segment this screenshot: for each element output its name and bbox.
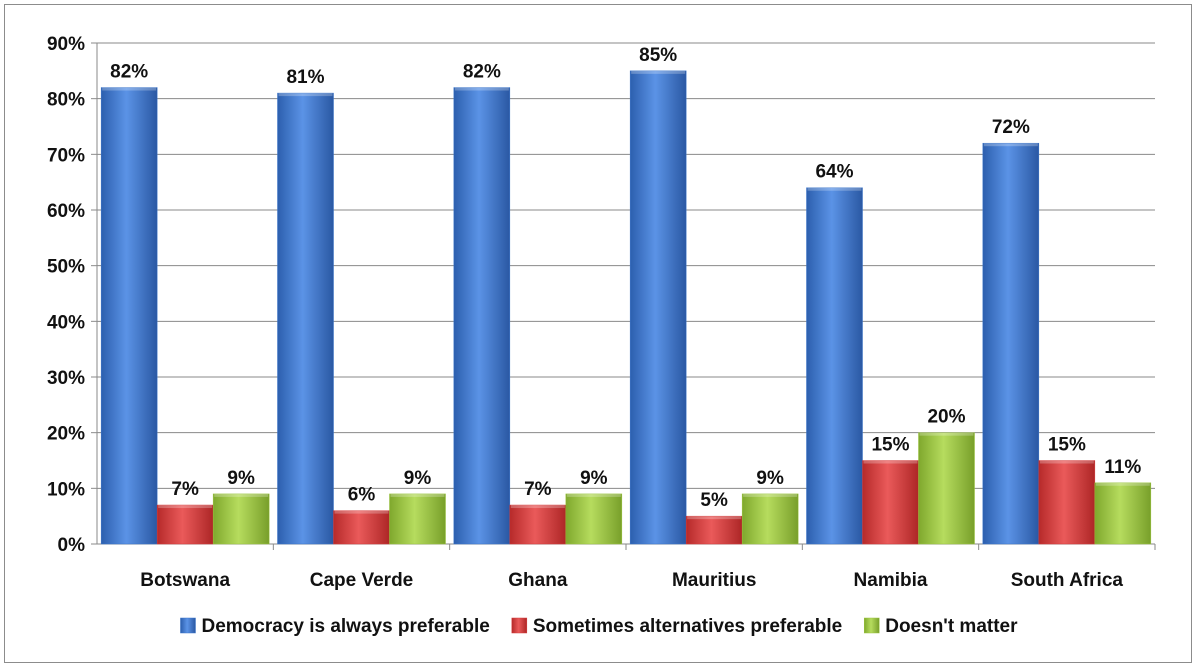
data-label: 9%: [756, 468, 784, 489]
data-label: 7%: [171, 479, 199, 500]
bar-democracy: [629, 70, 687, 545]
bar-highlight: [687, 516, 742, 520]
bar-highlight: [214, 493, 269, 497]
data-label: 9%: [580, 468, 608, 489]
bar-doesnt-matter: [741, 493, 799, 545]
bar-highlight: [983, 143, 1038, 147]
y-tick-label: 50%: [47, 257, 85, 278]
y-tick-label: 30%: [47, 368, 85, 389]
bar-doesnt-matter: [918, 432, 975, 545]
data-label: 64%: [815, 162, 853, 183]
data-label: 85%: [639, 45, 677, 66]
y-tick-label: 20%: [47, 424, 85, 445]
bar-highlight: [390, 493, 445, 497]
data-label: 81%: [286, 67, 324, 88]
bar-highlight: [278, 93, 333, 97]
bar-alternatives: [509, 504, 567, 545]
bar-alternatives: [156, 504, 214, 545]
y-tick-label: 60%: [47, 201, 85, 222]
bar-alternatives: [333, 510, 390, 545]
category-label: Namibia: [854, 570, 928, 591]
data-label: 5%: [700, 490, 728, 511]
bar-highlight: [454, 87, 509, 91]
bar-highlight: [863, 460, 918, 464]
bar-democracy: [100, 87, 158, 545]
data-label: 9%: [404, 468, 432, 489]
data-label: 9%: [227, 468, 255, 489]
bar-highlight: [510, 505, 565, 509]
bar-doesnt-matter: [1094, 482, 1152, 545]
bar-democracy: [453, 87, 511, 545]
data-label: 7%: [524, 479, 552, 500]
bar-highlight: [1095, 482, 1150, 486]
bar-highlight: [334, 510, 389, 514]
bar-democracy: [982, 142, 1040, 545]
category-label: Mauritius: [672, 570, 756, 591]
data-label: 15%: [1048, 435, 1086, 456]
bar-alternatives: [685, 515, 743, 545]
bar-doesnt-matter: [212, 493, 270, 545]
bar-highlight: [631, 70, 686, 74]
data-label: 82%: [110, 62, 148, 83]
y-tick-label: 40%: [47, 312, 85, 333]
category-label: South Africa: [1011, 570, 1124, 591]
data-label: 15%: [871, 435, 909, 456]
bar-democracy: [277, 92, 334, 545]
bar-highlight: [102, 87, 157, 91]
y-tick-label: 10%: [47, 479, 85, 500]
legend-label: Democracy is always preferable: [201, 616, 489, 637]
y-tick-label: 80%: [47, 90, 85, 111]
y-tick-label: 70%: [47, 145, 85, 166]
y-tick-label: 0%: [58, 535, 86, 556]
category-label: Cape Verde: [310, 570, 414, 591]
legend-swatch: [863, 617, 880, 634]
bar-highlight: [919, 432, 974, 436]
data-label: 72%: [992, 117, 1030, 138]
bar-highlight: [566, 493, 621, 497]
legend-swatch: [511, 617, 528, 634]
category-label: Botswana: [140, 570, 230, 591]
data-label: 82%: [463, 62, 501, 83]
bar-alternatives: [862, 460, 919, 545]
chart-frame: 0% 10% 20% 30% 40% 50% 60% 70% 80% 90% 82% 7% 9% Bot…: [4, 4, 1192, 663]
bar-doesnt-matter: [565, 493, 623, 545]
legend-swatch: [180, 617, 196, 634]
bar-highlight: [743, 493, 798, 497]
legend-label: Doesn't matter: [885, 616, 1018, 637]
y-tick-label: 90%: [47, 34, 85, 55]
data-label: 11%: [1104, 457, 1141, 478]
data-label: 20%: [927, 407, 965, 428]
bar-doesnt-matter: [389, 493, 446, 545]
bar-democracy: [806, 187, 863, 545]
category-label: Ghana: [508, 570, 568, 591]
bar-highlight: [158, 505, 213, 509]
bar-highlight: [1039, 460, 1094, 464]
bar-highlight: [807, 187, 862, 191]
bar-chart: 0% 10% 20% 30% 40% 50% 60% 70% 80% 90% 82% 7% 9% Bot…: [47, 34, 1156, 637]
data-label: 6%: [348, 485, 376, 506]
bar-alternatives: [1038, 460, 1096, 545]
legend-label: Sometimes alternatives preferable: [533, 616, 842, 637]
